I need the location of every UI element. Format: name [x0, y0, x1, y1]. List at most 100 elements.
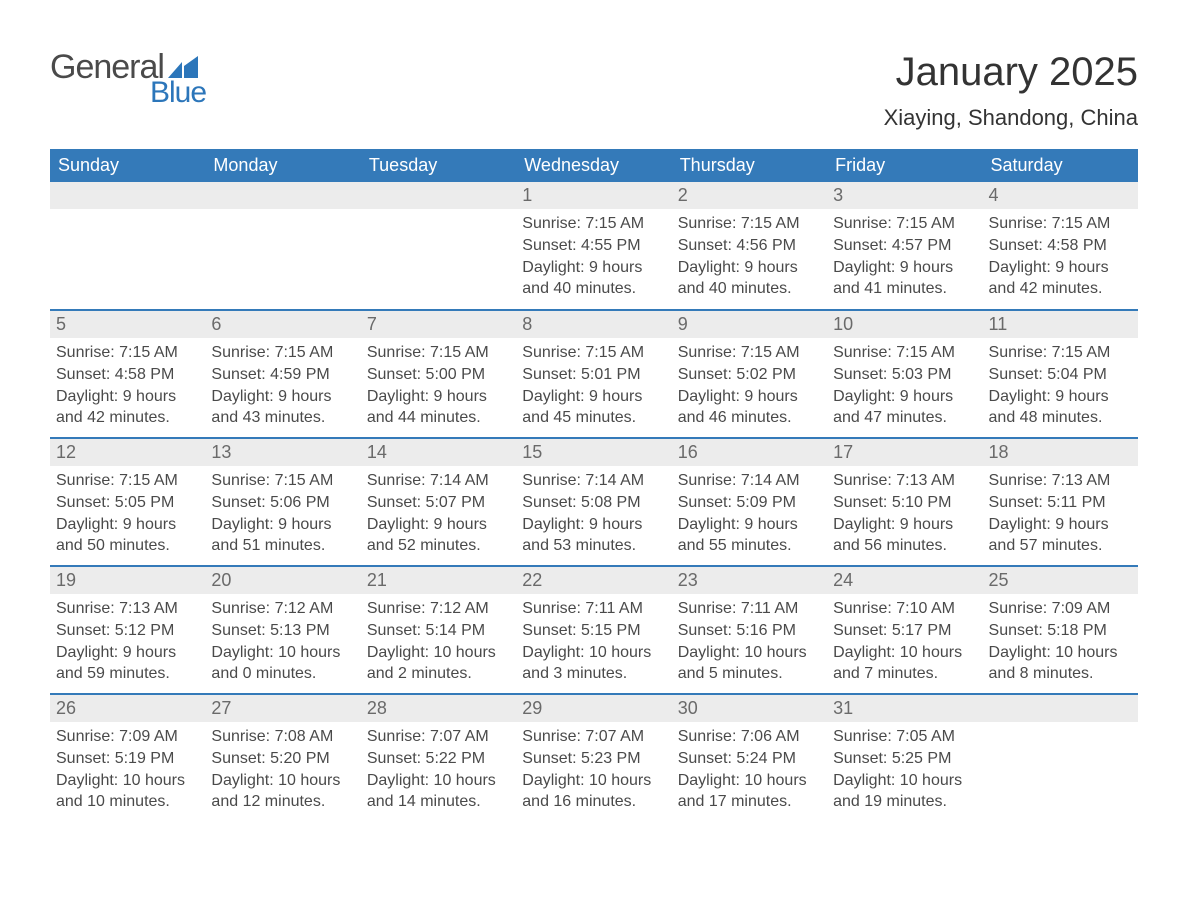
day-body: Sunrise: 7:08 AMSunset: 5:20 PMDaylight:… — [205, 722, 360, 816]
day-number: 26 — [50, 695, 205, 722]
title-block: January 2025 Xiaying, Shandong, China — [884, 50, 1138, 141]
day-number — [361, 182, 516, 209]
calendar-day-cell: 21Sunrise: 7:12 AMSunset: 5:14 PMDayligh… — [361, 566, 516, 694]
daylight-line-1: Daylight: 10 hours — [211, 642, 354, 664]
day-body: Sunrise: 7:07 AMSunset: 5:22 PMDaylight:… — [361, 722, 516, 816]
sunset-line: Sunset: 5:07 PM — [367, 492, 510, 514]
daylight-line-1: Daylight: 9 hours — [56, 386, 199, 408]
day-number: 20 — [205, 567, 360, 594]
calendar-week-row: 5Sunrise: 7:15 AMSunset: 4:58 PMDaylight… — [50, 310, 1138, 438]
daylight-line-2: and 3 minutes. — [522, 663, 665, 685]
sunrise-line: Sunrise: 7:10 AM — [833, 598, 976, 620]
day-body — [205, 209, 360, 217]
calendar-day-cell: 11Sunrise: 7:15 AMSunset: 5:04 PMDayligh… — [983, 310, 1138, 438]
day-number: 30 — [672, 695, 827, 722]
day-body — [361, 209, 516, 217]
sunset-line: Sunset: 5:09 PM — [678, 492, 821, 514]
sunset-line: Sunset: 5:01 PM — [522, 364, 665, 386]
day-body: Sunrise: 7:15 AMSunset: 5:02 PMDaylight:… — [672, 338, 827, 432]
daylight-line-2: and 14 minutes. — [367, 791, 510, 813]
day-body: Sunrise: 7:15 AMSunset: 4:56 PMDaylight:… — [672, 209, 827, 303]
daylight-line-1: Daylight: 9 hours — [56, 642, 199, 664]
daylight-line-1: Daylight: 10 hours — [56, 770, 199, 792]
day-number: 28 — [361, 695, 516, 722]
daylight-line-1: Daylight: 9 hours — [367, 386, 510, 408]
day-number: 16 — [672, 439, 827, 466]
daylight-line-1: Daylight: 9 hours — [56, 514, 199, 536]
sunset-line: Sunset: 5:05 PM — [56, 492, 199, 514]
calendar-day-cell: 17Sunrise: 7:13 AMSunset: 5:10 PMDayligh… — [827, 438, 982, 566]
daylight-line-2: and 45 minutes. — [522, 407, 665, 429]
day-body: Sunrise: 7:07 AMSunset: 5:23 PMDaylight:… — [516, 722, 671, 816]
daylight-line-2: and 19 minutes. — [833, 791, 976, 813]
sunset-line: Sunset: 5:06 PM — [211, 492, 354, 514]
sunrise-line: Sunrise: 7:07 AM — [522, 726, 665, 748]
daylight-line-2: and 17 minutes. — [678, 791, 821, 813]
sunrise-line: Sunrise: 7:12 AM — [367, 598, 510, 620]
day-body: Sunrise: 7:15 AMSunset: 5:01 PMDaylight:… — [516, 338, 671, 432]
sunrise-line: Sunrise: 7:15 AM — [678, 342, 821, 364]
sunrise-line: Sunrise: 7:15 AM — [833, 213, 976, 235]
daylight-line-2: and 56 minutes. — [833, 535, 976, 557]
daylight-line-2: and 10 minutes. — [56, 791, 199, 813]
day-body: Sunrise: 7:13 AMSunset: 5:11 PMDaylight:… — [983, 466, 1138, 560]
calendar-day-cell: 25Sunrise: 7:09 AMSunset: 5:18 PMDayligh… — [983, 566, 1138, 694]
weekday-header: Thursday — [672, 149, 827, 182]
sunrise-line: Sunrise: 7:13 AM — [989, 470, 1132, 492]
sunrise-line: Sunrise: 7:14 AM — [522, 470, 665, 492]
calendar-week-row: 19Sunrise: 7:13 AMSunset: 5:12 PMDayligh… — [50, 566, 1138, 694]
sunset-line: Sunset: 5:16 PM — [678, 620, 821, 642]
calendar-day-cell: 23Sunrise: 7:11 AMSunset: 5:16 PMDayligh… — [672, 566, 827, 694]
sunset-line: Sunset: 5:23 PM — [522, 748, 665, 770]
day-number: 6 — [205, 311, 360, 338]
day-number: 19 — [50, 567, 205, 594]
calendar-day-cell — [361, 182, 516, 310]
calendar-day-cell: 26Sunrise: 7:09 AMSunset: 5:19 PMDayligh… — [50, 694, 205, 822]
daylight-line-1: Daylight: 9 hours — [211, 514, 354, 536]
daylight-line-2: and 44 minutes. — [367, 407, 510, 429]
sunset-line: Sunset: 4:59 PM — [211, 364, 354, 386]
day-number — [205, 182, 360, 209]
daylight-line-1: Daylight: 10 hours — [367, 642, 510, 664]
daylight-line-2: and 53 minutes. — [522, 535, 665, 557]
day-body: Sunrise: 7:13 AMSunset: 5:10 PMDaylight:… — [827, 466, 982, 560]
daylight-line-2: and 7 minutes. — [833, 663, 976, 685]
day-body: Sunrise: 7:14 AMSunset: 5:08 PMDaylight:… — [516, 466, 671, 560]
day-body: Sunrise: 7:10 AMSunset: 5:17 PMDaylight:… — [827, 594, 982, 688]
sunrise-line: Sunrise: 7:15 AM — [522, 213, 665, 235]
day-body: Sunrise: 7:05 AMSunset: 5:25 PMDaylight:… — [827, 722, 982, 816]
calendar-day-cell — [983, 694, 1138, 822]
daylight-line-1: Daylight: 9 hours — [211, 386, 354, 408]
daylight-line-2: and 40 minutes. — [678, 278, 821, 300]
daylight-line-1: Daylight: 9 hours — [833, 514, 976, 536]
daylight-line-1: Daylight: 9 hours — [989, 386, 1132, 408]
sunrise-line: Sunrise: 7:15 AM — [367, 342, 510, 364]
calendar-day-cell: 16Sunrise: 7:14 AMSunset: 5:09 PMDayligh… — [672, 438, 827, 566]
page-title: January 2025 — [884, 50, 1138, 95]
day-number: 27 — [205, 695, 360, 722]
calendar-day-cell: 27Sunrise: 7:08 AMSunset: 5:20 PMDayligh… — [205, 694, 360, 822]
daylight-line-1: Daylight: 10 hours — [367, 770, 510, 792]
day-number: 4 — [983, 182, 1138, 209]
sunset-line: Sunset: 4:57 PM — [833, 235, 976, 257]
day-number: 29 — [516, 695, 671, 722]
day-number: 12 — [50, 439, 205, 466]
location-label: Xiaying, Shandong, China — [884, 105, 1138, 131]
sunrise-line: Sunrise: 7:08 AM — [211, 726, 354, 748]
sunrise-line: Sunrise: 7:09 AM — [989, 598, 1132, 620]
calendar-day-cell — [205, 182, 360, 310]
sunset-line: Sunset: 4:58 PM — [56, 364, 199, 386]
weekday-header: Tuesday — [361, 149, 516, 182]
calendar-day-cell: 6Sunrise: 7:15 AMSunset: 4:59 PMDaylight… — [205, 310, 360, 438]
sunrise-line: Sunrise: 7:15 AM — [678, 213, 821, 235]
day-body: Sunrise: 7:15 AMSunset: 4:55 PMDaylight:… — [516, 209, 671, 303]
sunrise-line: Sunrise: 7:13 AM — [56, 598, 199, 620]
sunrise-line: Sunrise: 7:09 AM — [56, 726, 199, 748]
sunset-line: Sunset: 5:18 PM — [989, 620, 1132, 642]
day-number: 31 — [827, 695, 982, 722]
sunrise-line: Sunrise: 7:11 AM — [678, 598, 821, 620]
sunset-line: Sunset: 5:22 PM — [367, 748, 510, 770]
daylight-line-2: and 57 minutes. — [989, 535, 1132, 557]
sunrise-line: Sunrise: 7:15 AM — [989, 213, 1132, 235]
calendar-day-cell: 24Sunrise: 7:10 AMSunset: 5:17 PMDayligh… — [827, 566, 982, 694]
